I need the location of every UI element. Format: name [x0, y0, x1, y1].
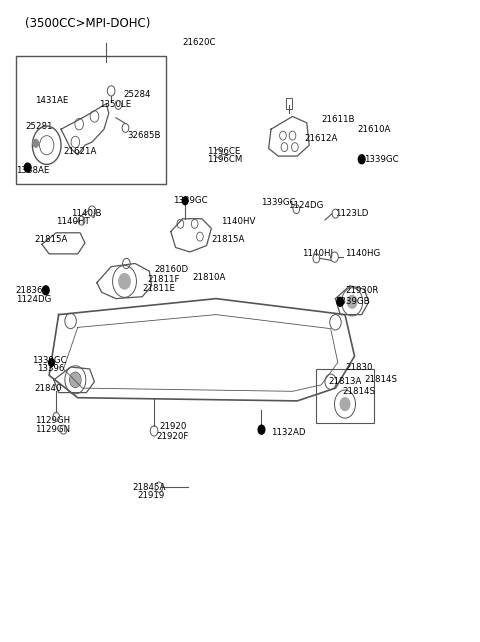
- Text: 21811F: 21811F: [147, 275, 180, 284]
- Text: 1140JB: 1140JB: [71, 209, 101, 218]
- Text: 1339GC: 1339GC: [173, 196, 208, 205]
- Text: 28160D: 28160D: [154, 265, 188, 274]
- Text: 21840: 21840: [35, 384, 62, 393]
- Bar: [286, 98, 292, 109]
- Text: 32685B: 32685B: [128, 131, 161, 140]
- Text: 1129GH: 1129GH: [35, 415, 70, 424]
- Circle shape: [24, 163, 31, 172]
- Text: 21621A: 21621A: [63, 147, 97, 156]
- Text: (3500CC>MPI-DOHC): (3500CC>MPI-DOHC): [25, 17, 151, 30]
- Circle shape: [33, 139, 38, 147]
- Circle shape: [258, 425, 265, 434]
- Text: 1339GB: 1339GB: [336, 297, 370, 306]
- Text: 1196CE: 1196CE: [206, 147, 240, 156]
- Text: 1338AE: 1338AE: [16, 166, 49, 175]
- Text: 21611B: 21611B: [321, 115, 355, 124]
- Text: 1129GN: 1129GN: [35, 425, 70, 434]
- Text: 21845A: 21845A: [132, 483, 166, 492]
- Circle shape: [42, 286, 49, 295]
- Text: 21920F: 21920F: [156, 431, 189, 440]
- Text: 1350LE: 1350LE: [99, 100, 132, 109]
- Text: 1339GC: 1339GC: [33, 356, 67, 365]
- Circle shape: [119, 273, 130, 289]
- Text: 21814S: 21814S: [343, 387, 376, 396]
- Text: 1124DG: 1124DG: [288, 202, 323, 211]
- Text: 21620C: 21620C: [183, 39, 216, 48]
- Circle shape: [340, 397, 350, 410]
- Text: 21811E: 21811E: [142, 284, 175, 293]
- Circle shape: [348, 295, 357, 308]
- Text: 21813A: 21813A: [328, 377, 361, 386]
- Text: 21612A: 21612A: [304, 134, 338, 143]
- Text: 1132AD: 1132AD: [271, 428, 305, 437]
- Text: 21836C: 21836C: [16, 286, 49, 295]
- Text: 1196CM: 1196CM: [206, 155, 242, 164]
- Text: 25281: 25281: [25, 121, 53, 130]
- Text: 21930R: 21930R: [345, 286, 378, 295]
- Text: 13396: 13396: [37, 365, 64, 374]
- Text: 1124DG: 1124DG: [16, 295, 51, 304]
- Circle shape: [48, 359, 54, 367]
- Text: 1140HJ: 1140HJ: [302, 249, 333, 258]
- Circle shape: [337, 297, 344, 306]
- Text: 21920: 21920: [159, 422, 186, 431]
- Text: 21830: 21830: [345, 363, 372, 372]
- Text: 21810A: 21810A: [192, 273, 226, 282]
- Text: 1140HV: 1140HV: [221, 218, 255, 227]
- Text: 21919: 21919: [137, 491, 165, 500]
- Circle shape: [71, 374, 80, 386]
- Text: 1339GC: 1339GC: [364, 155, 399, 164]
- Text: 1140HG: 1140HG: [345, 249, 380, 258]
- Text: 21814S: 21814S: [364, 376, 397, 385]
- Text: 25284: 25284: [123, 90, 151, 99]
- Text: 1431AE: 1431AE: [35, 96, 68, 105]
- Text: 21815A: 21815A: [35, 235, 68, 244]
- Text: 1123LD: 1123LD: [336, 209, 369, 218]
- Text: 1339GC: 1339GC: [262, 198, 296, 207]
- Circle shape: [182, 197, 188, 205]
- Circle shape: [359, 155, 365, 164]
- Text: 21815A: 21815A: [211, 235, 245, 244]
- Text: 21610A: 21610A: [357, 125, 390, 134]
- Text: 1140HT: 1140HT: [56, 218, 90, 227]
